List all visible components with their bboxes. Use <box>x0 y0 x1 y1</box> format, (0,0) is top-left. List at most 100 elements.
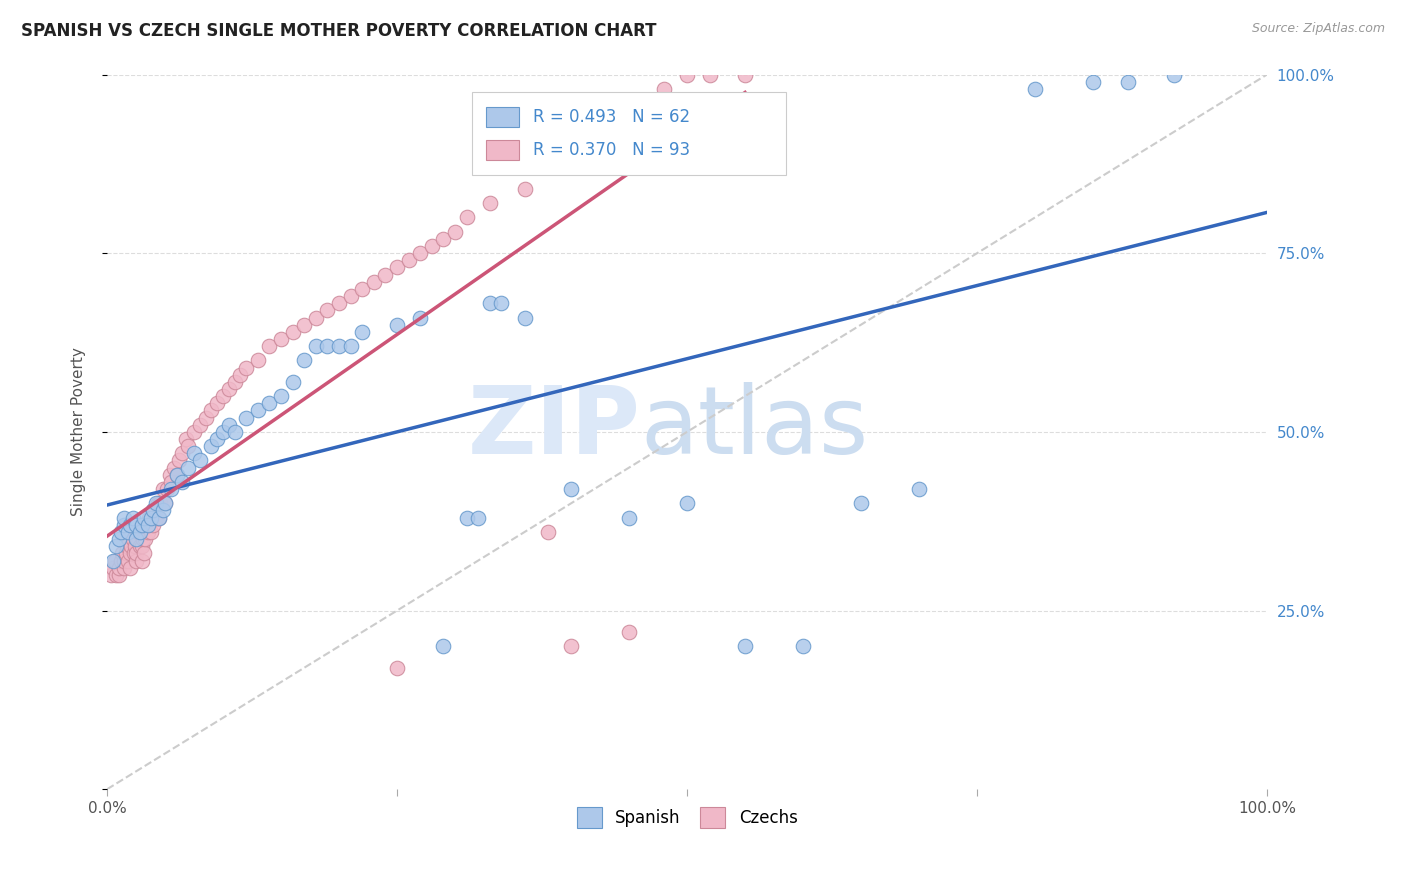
Point <box>114 546 136 560</box>
Point <box>136 524 159 539</box>
Point <box>478 196 501 211</box>
Point <box>121 510 143 524</box>
Point <box>409 310 432 325</box>
Text: SPANISH VS CZECH SINGLE MOTHER POVERTY CORRELATION CHART: SPANISH VS CZECH SINGLE MOTHER POVERTY C… <box>21 22 657 40</box>
Point <box>224 375 246 389</box>
Point <box>177 460 200 475</box>
Point <box>212 425 235 439</box>
Point <box>218 382 240 396</box>
Point <box>246 353 269 368</box>
Point <box>128 539 150 553</box>
Point <box>352 282 374 296</box>
Point <box>146 496 169 510</box>
Point <box>246 403 269 417</box>
Point <box>560 482 582 496</box>
Point <box>1163 68 1185 82</box>
Point <box>385 318 408 332</box>
Point <box>183 425 205 439</box>
Point <box>849 496 872 510</box>
Point <box>292 318 315 332</box>
Point <box>676 496 699 510</box>
Point <box>110 553 132 567</box>
Point <box>115 539 138 553</box>
Point <box>513 182 536 196</box>
Point <box>101 553 124 567</box>
Point <box>160 482 183 496</box>
Point <box>114 553 136 567</box>
Point <box>107 532 129 546</box>
Point <box>111 546 134 560</box>
Point <box>120 539 142 553</box>
Point <box>617 625 640 640</box>
Point <box>141 524 163 539</box>
Point <box>676 68 699 82</box>
Point <box>183 446 205 460</box>
Point <box>127 532 149 546</box>
Point <box>537 161 560 175</box>
Point <box>328 296 350 310</box>
Point <box>131 539 153 553</box>
FancyBboxPatch shape <box>486 107 519 128</box>
Point <box>537 524 560 539</box>
Point <box>121 532 143 546</box>
Point <box>207 432 229 446</box>
Point <box>734 640 756 654</box>
Point <box>172 475 194 489</box>
FancyBboxPatch shape <box>472 93 786 175</box>
Point <box>134 510 156 524</box>
Point <box>200 439 222 453</box>
Point <box>160 475 183 489</box>
Point <box>127 524 149 539</box>
Point <box>792 640 814 654</box>
Point <box>305 339 328 353</box>
Point <box>560 139 582 153</box>
Point <box>305 310 328 325</box>
Point <box>467 510 489 524</box>
Point <box>374 268 396 282</box>
Point <box>194 410 217 425</box>
Point <box>316 339 339 353</box>
Point <box>145 496 167 510</box>
Point <box>188 453 211 467</box>
FancyBboxPatch shape <box>486 139 519 160</box>
Point <box>149 496 172 510</box>
Point <box>107 567 129 582</box>
Point <box>560 640 582 654</box>
Point <box>141 510 163 524</box>
Point <box>124 539 146 553</box>
Point <box>281 325 304 339</box>
Point <box>148 510 170 524</box>
Point <box>1024 82 1046 96</box>
Point <box>583 118 606 132</box>
Point <box>491 296 513 310</box>
Point <box>328 339 350 353</box>
Point <box>114 510 136 524</box>
Point <box>131 517 153 532</box>
Point <box>617 510 640 524</box>
Point <box>734 68 756 82</box>
Point <box>444 225 467 239</box>
Point <box>218 417 240 432</box>
Point <box>200 403 222 417</box>
Point <box>352 325 374 339</box>
Point <box>100 567 122 582</box>
Point <box>908 482 931 496</box>
Point <box>172 446 194 460</box>
Point <box>229 368 252 382</box>
Point <box>152 503 174 517</box>
Point <box>117 524 139 539</box>
Point <box>398 253 420 268</box>
Point <box>145 510 167 524</box>
Point <box>385 661 408 675</box>
Point <box>105 539 128 553</box>
Text: atlas: atlas <box>641 383 869 475</box>
Point <box>292 353 315 368</box>
Point <box>125 517 148 532</box>
Point <box>142 517 165 532</box>
Point <box>177 439 200 453</box>
Y-axis label: Single Mother Poverty: Single Mother Poverty <box>72 347 86 516</box>
Point <box>270 332 292 346</box>
Point <box>224 425 246 439</box>
Point <box>270 389 292 403</box>
Point <box>101 560 124 574</box>
